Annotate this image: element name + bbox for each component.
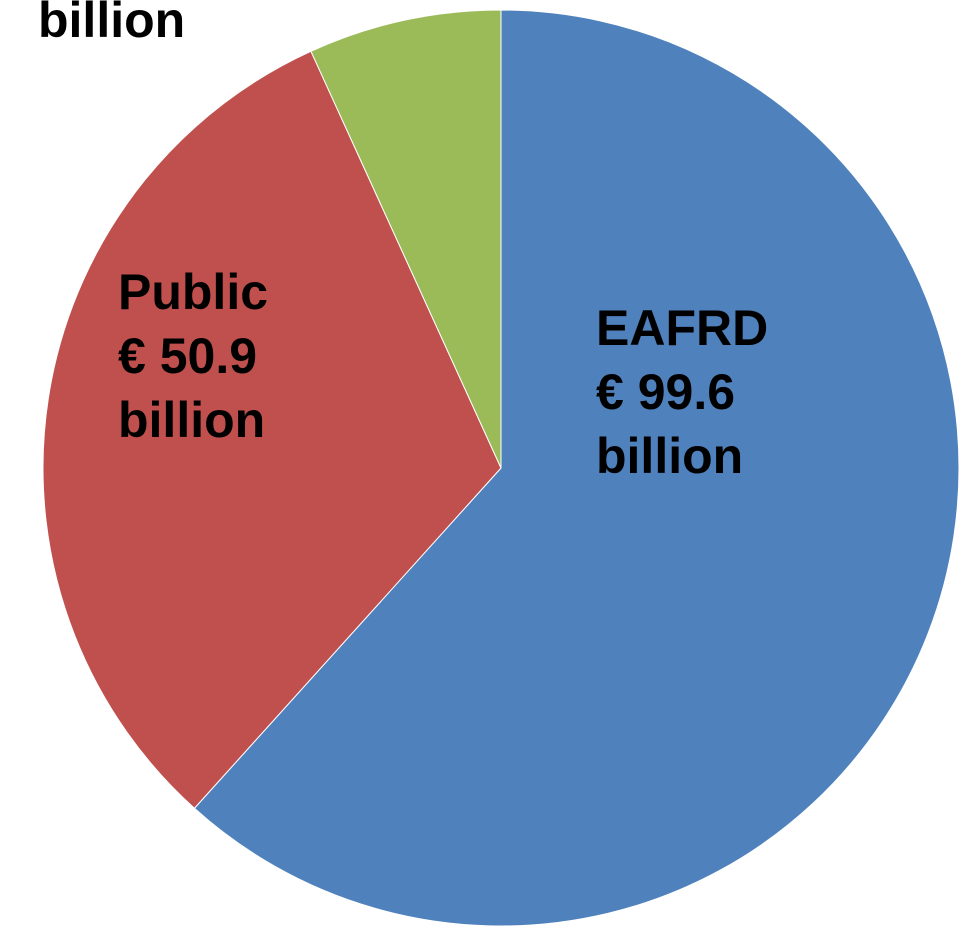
slice-label-public-suffix: billion xyxy=(118,392,266,448)
slice-label-eafrd-value: € 99.6 xyxy=(596,364,736,420)
slice-label-third-suffix: billion xyxy=(38,0,186,48)
pie-slice-public xyxy=(42,50,502,809)
slice-label-public-value: € 50.9 xyxy=(118,328,258,384)
slice-label-public-name: Public xyxy=(118,264,269,320)
slice-label-eafrd-suffix: billion xyxy=(596,428,744,484)
slice-label-public: Public € 50.9 billion xyxy=(118,260,268,452)
slice-label-eafrd-name: EAFRD xyxy=(596,300,769,356)
slice-label-eafrd: EAFRD € 99.6 billion xyxy=(596,296,768,488)
pie-slice-eafrd xyxy=(193,9,960,927)
slice-label-third: billion xyxy=(38,0,185,52)
pie-slice-slice-3 xyxy=(310,9,502,469)
